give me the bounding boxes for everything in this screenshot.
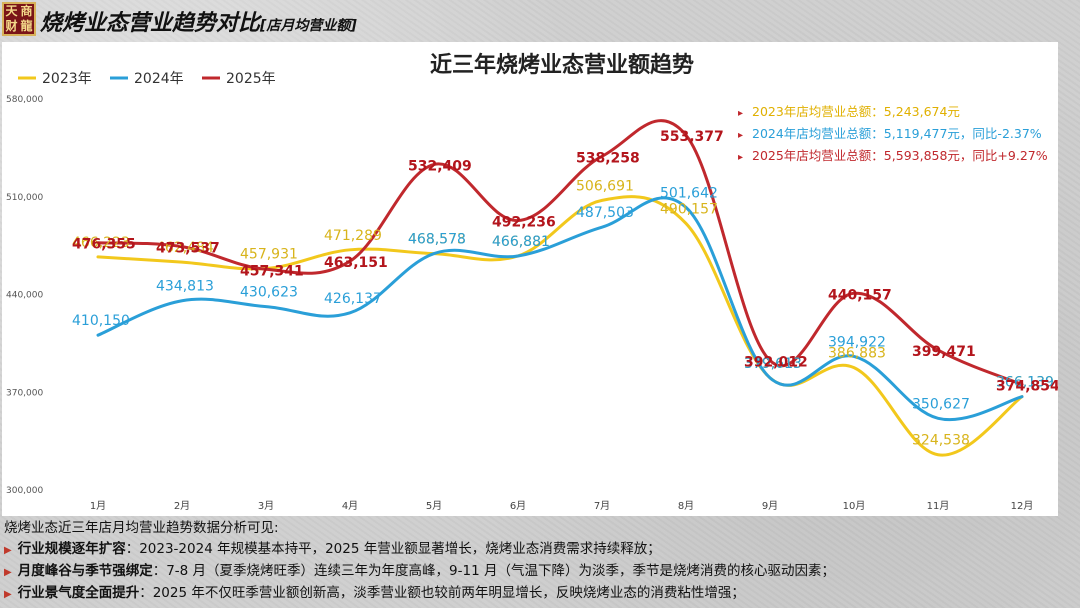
data-label: 457,341 [240, 263, 304, 279]
data-label: 490,157 [660, 201, 718, 217]
data-label: 462,484 [156, 240, 214, 256]
page-header: 天 商 财 龍 烧烤业态营业趋势对比[店月均营业额] [0, 0, 1080, 40]
data-label: 392,012 [744, 355, 808, 371]
triangle-bullet-icon: ▶ [4, 545, 12, 556]
chart-title: 近三年烧烤业态营业额趋势 [430, 52, 694, 78]
summary-note: 2024年店均营业总额：5,119,477元，同比-2.37% [752, 126, 1042, 141]
analysis-section: 烧烤业态近三年店月均营业趋势数据分析可见: ▶ 行业规模逐年扩容：2023-202… [4, 518, 1076, 604]
analysis-item: ▶ 行业景气度全面提升：2025 年不仅旺季营业额创新高，淡季营业额也较前两年明显… [4, 582, 1076, 604]
note-bullet-icon: ▸ [738, 108, 743, 119]
data-label: 468,573 [408, 232, 466, 248]
logo-char: 龍 [20, 19, 33, 33]
triangle-bullet-icon: ▶ [4, 567, 12, 578]
analysis-item-key: 行业景气度全面提升 [17, 585, 140, 601]
data-label: 366,139 [996, 375, 1054, 391]
data-label: 374,854 [996, 378, 1058, 394]
data-label: 386,883 [828, 346, 886, 362]
x-tick-label: 12月 [1011, 500, 1034, 512]
data-label: 468,578 [408, 232, 466, 248]
x-tick-label: 4月 [342, 500, 358, 512]
data-label: 430,623 [240, 285, 298, 301]
y-tick-label: 580,000 [6, 95, 43, 105]
data-label: 324,538 [912, 433, 970, 449]
data-label: 553,377 [660, 129, 724, 145]
page-subtitle: [店月均营业额] [260, 18, 357, 34]
data-label: 501,642 [660, 185, 718, 201]
chart-card: 近三年烧烤业态营业额趋势 2023年 2024年 2025年 300,000 370,00… [2, 42, 1058, 516]
data-label: 410,150 [72, 313, 130, 329]
data-label: 466,881 [492, 234, 550, 250]
series-line [96, 195, 1024, 457]
note-bullet-icon: ▸ [738, 152, 743, 163]
data-label: 366,139 [996, 375, 1054, 391]
x-tick-label: 9月 [762, 500, 778, 512]
x-tick-label: 6月 [510, 500, 526, 512]
page-title-text: 烧烤业态营业趋势对比 [40, 11, 261, 36]
logo-char: 商 [20, 4, 33, 18]
x-tick-label: 2月 [174, 500, 190, 512]
x-tick-label: 1月 [90, 500, 106, 512]
brand-logo: 天 商 财 龍 [2, 2, 36, 36]
page-title: 烧烤业态营业趋势对比[店月均营业额] [40, 5, 357, 37]
x-tick-label: 10月 [843, 500, 866, 512]
analysis-item-text: ：7-8 月（夏季烧烤旺季）连续三年为年度高峰，9-11 月（气温下降）为淡季，… [152, 563, 835, 579]
data-label: 440,157 [828, 287, 892, 303]
x-tick-label: 11月 [927, 500, 950, 512]
data-label: 434,813 [156, 279, 214, 295]
x-tick-label: 5月 [426, 500, 442, 512]
logo-char: 财 [5, 19, 18, 33]
data-label: 476,355 [72, 237, 136, 253]
data-label: 487,503 [576, 205, 634, 221]
analysis-item: ▶ 行业规模逐年扩容：2023-2024 年规模基本持平，2025 年营业额显著增… [4, 538, 1076, 560]
data-label: 466,881 [492, 234, 550, 250]
analysis-item-text: ：2023-2024 年规模基本持平，2025 年营业额显著增长，烧烤业态消费需… [125, 541, 661, 557]
data-label: 466,223 [72, 235, 130, 251]
data-label: 379,613 [744, 356, 802, 372]
x-tick-label: 7月 [594, 500, 610, 512]
analysis-item-key: 月度峰谷与季节强绑定 [17, 563, 153, 579]
data-label: 394,922 [828, 334, 886, 350]
data-label: 350,627 [912, 396, 970, 412]
data-label: 457,931 [240, 246, 298, 262]
analysis-intro: 烧烤业态近三年店月均营业趋势数据分析可见: [4, 520, 279, 536]
logo-char: 天 [5, 4, 18, 18]
x-tick-label: 8月 [678, 500, 694, 512]
analysis-item-key: 行业规模逐年扩容 [17, 541, 126, 557]
analysis-item: ▶ 月度峰谷与季节强绑定：7-8 月（夏季烧烤旺季）连续三年为年度高峰，9-11 … [4, 560, 1076, 582]
data-label: 506,691 [576, 178, 634, 194]
data-label: 463,151 [324, 255, 388, 271]
note-bullet-icon: ▸ [738, 130, 743, 141]
series-line [96, 196, 1024, 422]
data-label: 473,537 [156, 241, 220, 257]
triangle-bullet-icon: ▶ [4, 589, 12, 600]
data-label: 426,137 [324, 291, 382, 307]
data-label: 492,236 [492, 215, 556, 231]
legend-label: 2025年 [226, 71, 276, 87]
legend-label: 2023年 [42, 71, 92, 87]
data-label: 399,471 [912, 344, 976, 360]
legend-label: 2024年 [134, 71, 184, 87]
summary-note: 2023年店均营业总额：5,243,674元 [752, 104, 960, 119]
line-chart: 近三年烧烤业态营业额趋势 2023年 2024年 2025年 300,000 370,00… [6, 52, 1058, 512]
y-tick-label: 510,000 [6, 193, 43, 203]
data-label: 379,613 [744, 356, 802, 372]
y-tick-label: 370,000 [6, 388, 43, 398]
summary-note: 2025年店均营业总额：5,593,858元，同比+9.27% [752, 148, 1048, 163]
data-label: 471,289 [324, 228, 382, 244]
analysis-item-text: ：2025 年不仅旺季营业额创新高，淡季营业额也较前两年明显增长，反映烧烤业态的… [139, 585, 745, 601]
series-line [96, 119, 1024, 386]
data-label: 538,258 [576, 150, 640, 166]
y-tick-label: 300,000 [6, 486, 43, 496]
x-tick-label: 3月 [258, 500, 274, 512]
y-tick-label: 440,000 [6, 291, 43, 301]
data-label: 532,409 [408, 158, 472, 174]
